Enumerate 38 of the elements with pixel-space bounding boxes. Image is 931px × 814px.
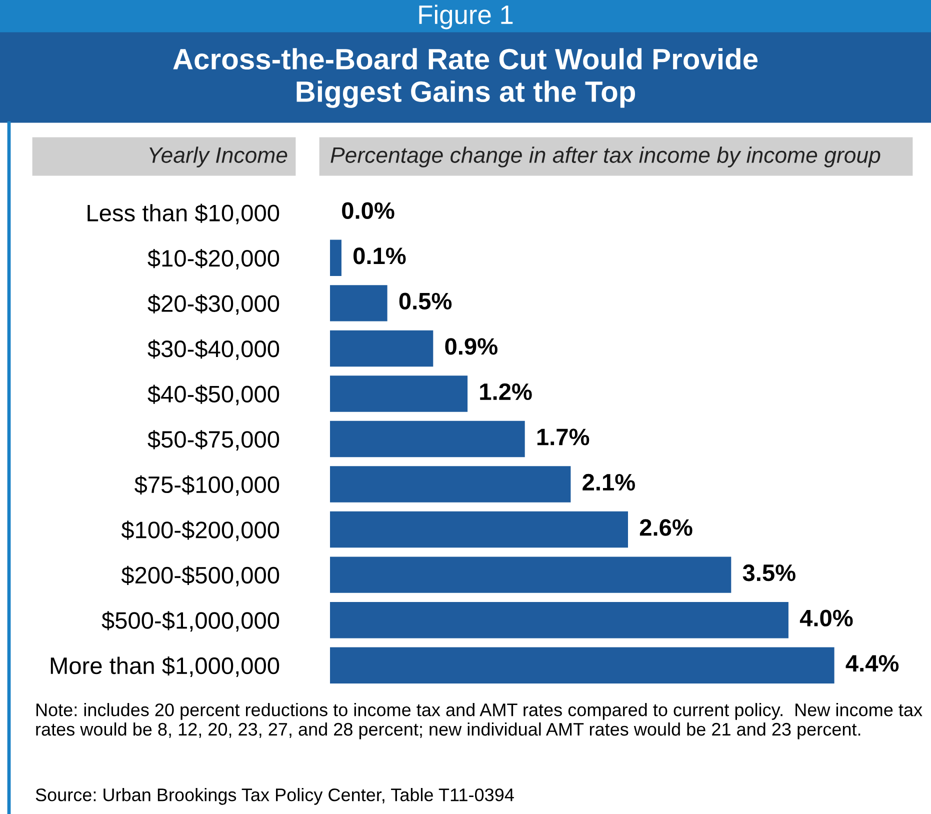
data-label: 1.7% xyxy=(537,428,590,446)
bar xyxy=(330,330,434,367)
data-label: 0.0% xyxy=(342,202,394,219)
data-label: 1.2% xyxy=(480,383,532,400)
bar xyxy=(330,511,628,548)
x-axis-title: Percentage change in after tax income by income group xyxy=(330,146,880,168)
y-tick-label: $100-$200,000 xyxy=(121,520,280,542)
bar xyxy=(330,466,571,502)
data-label: 0.1% xyxy=(354,248,406,264)
chart-title: Across-the-Board Rate Cut Would Provide Biggest Gains at the Top xyxy=(173,48,758,108)
data-label: 0.5% xyxy=(399,292,452,310)
chart-subtitle: Figure 1 xyxy=(419,4,513,30)
data-label: 4.4% xyxy=(846,655,899,672)
y-tick-label: $50-$75,000 xyxy=(148,430,280,451)
data-label: 3.5% xyxy=(742,564,796,582)
y-tick-label: More than $1,000,000 xyxy=(50,656,280,677)
data-label: 2.6% xyxy=(640,519,692,536)
bar xyxy=(330,420,525,458)
data-label: 4.0% xyxy=(800,610,853,626)
bar xyxy=(330,647,834,684)
bar xyxy=(330,285,388,322)
bar xyxy=(330,602,788,638)
y-tick-label: $20-$30,000 xyxy=(148,294,280,315)
bar xyxy=(330,240,342,276)
bar xyxy=(330,556,732,593)
y-axis-title: Yearly Income xyxy=(150,146,288,168)
y-tick-label: $30-$40,000 xyxy=(148,340,280,360)
y-tick-label: $500-$1,000,000 xyxy=(102,611,280,632)
text: Note: includes 20 percent reductions to income tax and AMT rates compared to current policy. New income tax rates would be 8, 12, 20, 23, 27, and 28 percent; new individual AMT rates would be 21 and 23 percent. xyxy=(36,703,922,740)
data-label: 0.9% xyxy=(445,338,498,355)
y-tick-label: $40-$50,000 xyxy=(148,384,280,406)
y-tick-label: Less than $10,000 xyxy=(88,204,280,224)
y-tick-label: $200-$500,000 xyxy=(121,566,280,586)
y-tick-label: $10-$20,000 xyxy=(148,248,280,270)
source-note: Source: Urban Brookings Tax Policy Center, Table T11-0394 xyxy=(36,788,514,805)
bar xyxy=(330,376,468,412)
data-label: 2.1% xyxy=(582,474,635,491)
y-tick-label: $75-$100,000 xyxy=(134,475,280,496)
